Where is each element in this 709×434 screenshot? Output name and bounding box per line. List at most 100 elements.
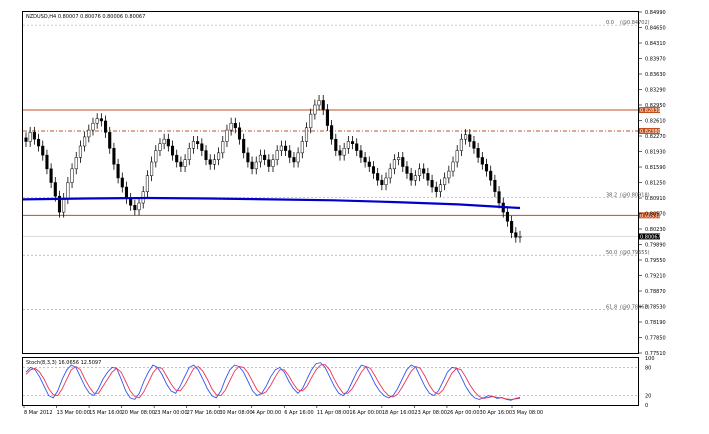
price-tick-label: 0.84990: [645, 10, 666, 16]
candle-body: [154, 150, 158, 163]
price-tick-label: 0.79210: [645, 274, 666, 280]
price-tick-label: 0.83630: [645, 72, 666, 78]
time-tick-label: 13 Mar 00:00: [57, 410, 90, 416]
candle-body: [45, 154, 49, 170]
candle-body: [233, 122, 237, 129]
candle-body: [304, 127, 309, 142]
stoch-title: Stoch(8,3,3) 16.0656 12.5097: [26, 360, 101, 366]
price-tick-label: 0.79550: [645, 258, 666, 264]
candle-body: [455, 150, 459, 163]
candle-body: [476, 148, 480, 158]
candle-body: [384, 177, 388, 186]
candle-body: [179, 161, 183, 167]
fib-level-label: 50.0: [606, 250, 617, 256]
price-tick-label: 0.84310: [645, 41, 666, 47]
price-tag-label: 0.80530: [640, 213, 661, 219]
candle-body: [451, 161, 455, 172]
price-tag: [639, 127, 660, 134]
price-tick-label: 0.81930: [645, 150, 666, 156]
main-chart-frame[interactable]: [22, 11, 639, 354]
price-tick-label: 0.79890: [645, 243, 666, 249]
candle-body: [66, 182, 70, 199]
candle-body: [388, 168, 392, 179]
time-tick-label: 15 Mar 16:00: [89, 410, 122, 416]
candle-body: [267, 159, 271, 167]
candle-body: [57, 195, 62, 213]
candle-body: [401, 157, 405, 167]
candle-body: [422, 168, 426, 174]
price-tick-label: 0.78190: [645, 320, 666, 326]
candle-body: [426, 173, 430, 181]
candle-body: [330, 125, 334, 140]
candle-body: [288, 150, 292, 158]
price-tick-label: 0.80230: [645, 227, 666, 233]
time-axis: 8 Mar 2012 13 Mar 00:00 15 Mar 16:00 20 Mar…: [23, 405, 543, 416]
current-price-tag: [639, 233, 660, 240]
candle-body: [518, 236, 522, 238]
candle-body: [350, 141, 355, 144]
candle-body: [74, 157, 78, 170]
price-tick-label: 0.83970: [645, 57, 666, 63]
candle-body: [468, 134, 472, 142]
candle-body: [493, 179, 497, 192]
candle-body: [346, 141, 350, 149]
time-tick-label: 26 Apr 00:00: [447, 410, 480, 416]
price-tick-label: 0.83290: [645, 88, 666, 94]
candle-body: [334, 138, 338, 151]
candle-body: [87, 129, 91, 138]
time-tick-label: 30 Apr 16:00: [479, 410, 512, 416]
time-tick-label: 16 Apr 00:00: [349, 410, 382, 416]
candle-body: [170, 145, 175, 156]
fib-level-value: (@0.78462): [620, 305, 650, 311]
candle-body: [434, 186, 438, 192]
candle-body: [166, 138, 170, 147]
candle-body: [162, 138, 166, 145]
candle-body: [24, 137, 28, 142]
price-tag-label: 0.82380: [640, 129, 661, 135]
candle-body: [204, 150, 208, 160]
candle-body: [83, 136, 87, 147]
candle-body: [242, 138, 246, 154]
fib-level-label: 61.8: [606, 305, 617, 311]
price-axis: 0.84990 0.84650 0.84310 0.83970 0.83630 0.832…: [638, 10, 666, 357]
price-tag: [639, 107, 660, 114]
symbol-info: NZDUSD,H4 0.80007 0.80076 0.80006 0.8006…: [26, 14, 145, 20]
candle-body: [359, 150, 363, 158]
candle-body: [464, 134, 468, 140]
stoch-scale-label: 20: [645, 394, 651, 400]
candle-body: [91, 122, 95, 131]
candle-body: [124, 186, 129, 199]
candle-body: [175, 154, 179, 163]
candle-body: [108, 132, 112, 149]
candle-body: [392, 159, 396, 170]
price-tick-label: 0.80570: [645, 212, 666, 218]
stoch-frame[interactable]: [22, 357, 639, 406]
candle-body: [371, 166, 376, 174]
candle-body: [271, 159, 275, 167]
candle-body: [459, 138, 463, 151]
moving-average-path: [22, 196, 521, 210]
fibonacci-levels: 0.0 (@0.84702) 38.2 (@0.80918) 50.0 (@0.79655…: [23, 20, 650, 311]
candle-body: [430, 179, 434, 188]
candle-body: [325, 109, 329, 126]
price-tick-label: 0.82950: [645, 103, 666, 109]
candle-body: [95, 118, 99, 124]
fib-level-label: 38.2: [606, 193, 617, 199]
candle-body: [229, 122, 233, 131]
time-tick-label: 4 Apr 00:00: [252, 410, 281, 416]
candle-body: [413, 175, 417, 181]
candle-body: [28, 132, 32, 142]
candle-body: [472, 141, 476, 149]
price-tick-label: 0.77850: [645, 336, 666, 342]
candle-body: [321, 100, 325, 110]
candle-body: [112, 148, 116, 165]
candle-body: [505, 211, 509, 222]
candle-body: [380, 179, 384, 186]
candle-body: [367, 161, 371, 167]
candle-body: [284, 145, 288, 151]
time-tick-label: 23 Apr 08:00: [414, 410, 447, 416]
candle-body: [296, 152, 300, 163]
time-tick-label: 30 Mar 08:00: [219, 410, 252, 416]
candle-body: [480, 157, 484, 165]
